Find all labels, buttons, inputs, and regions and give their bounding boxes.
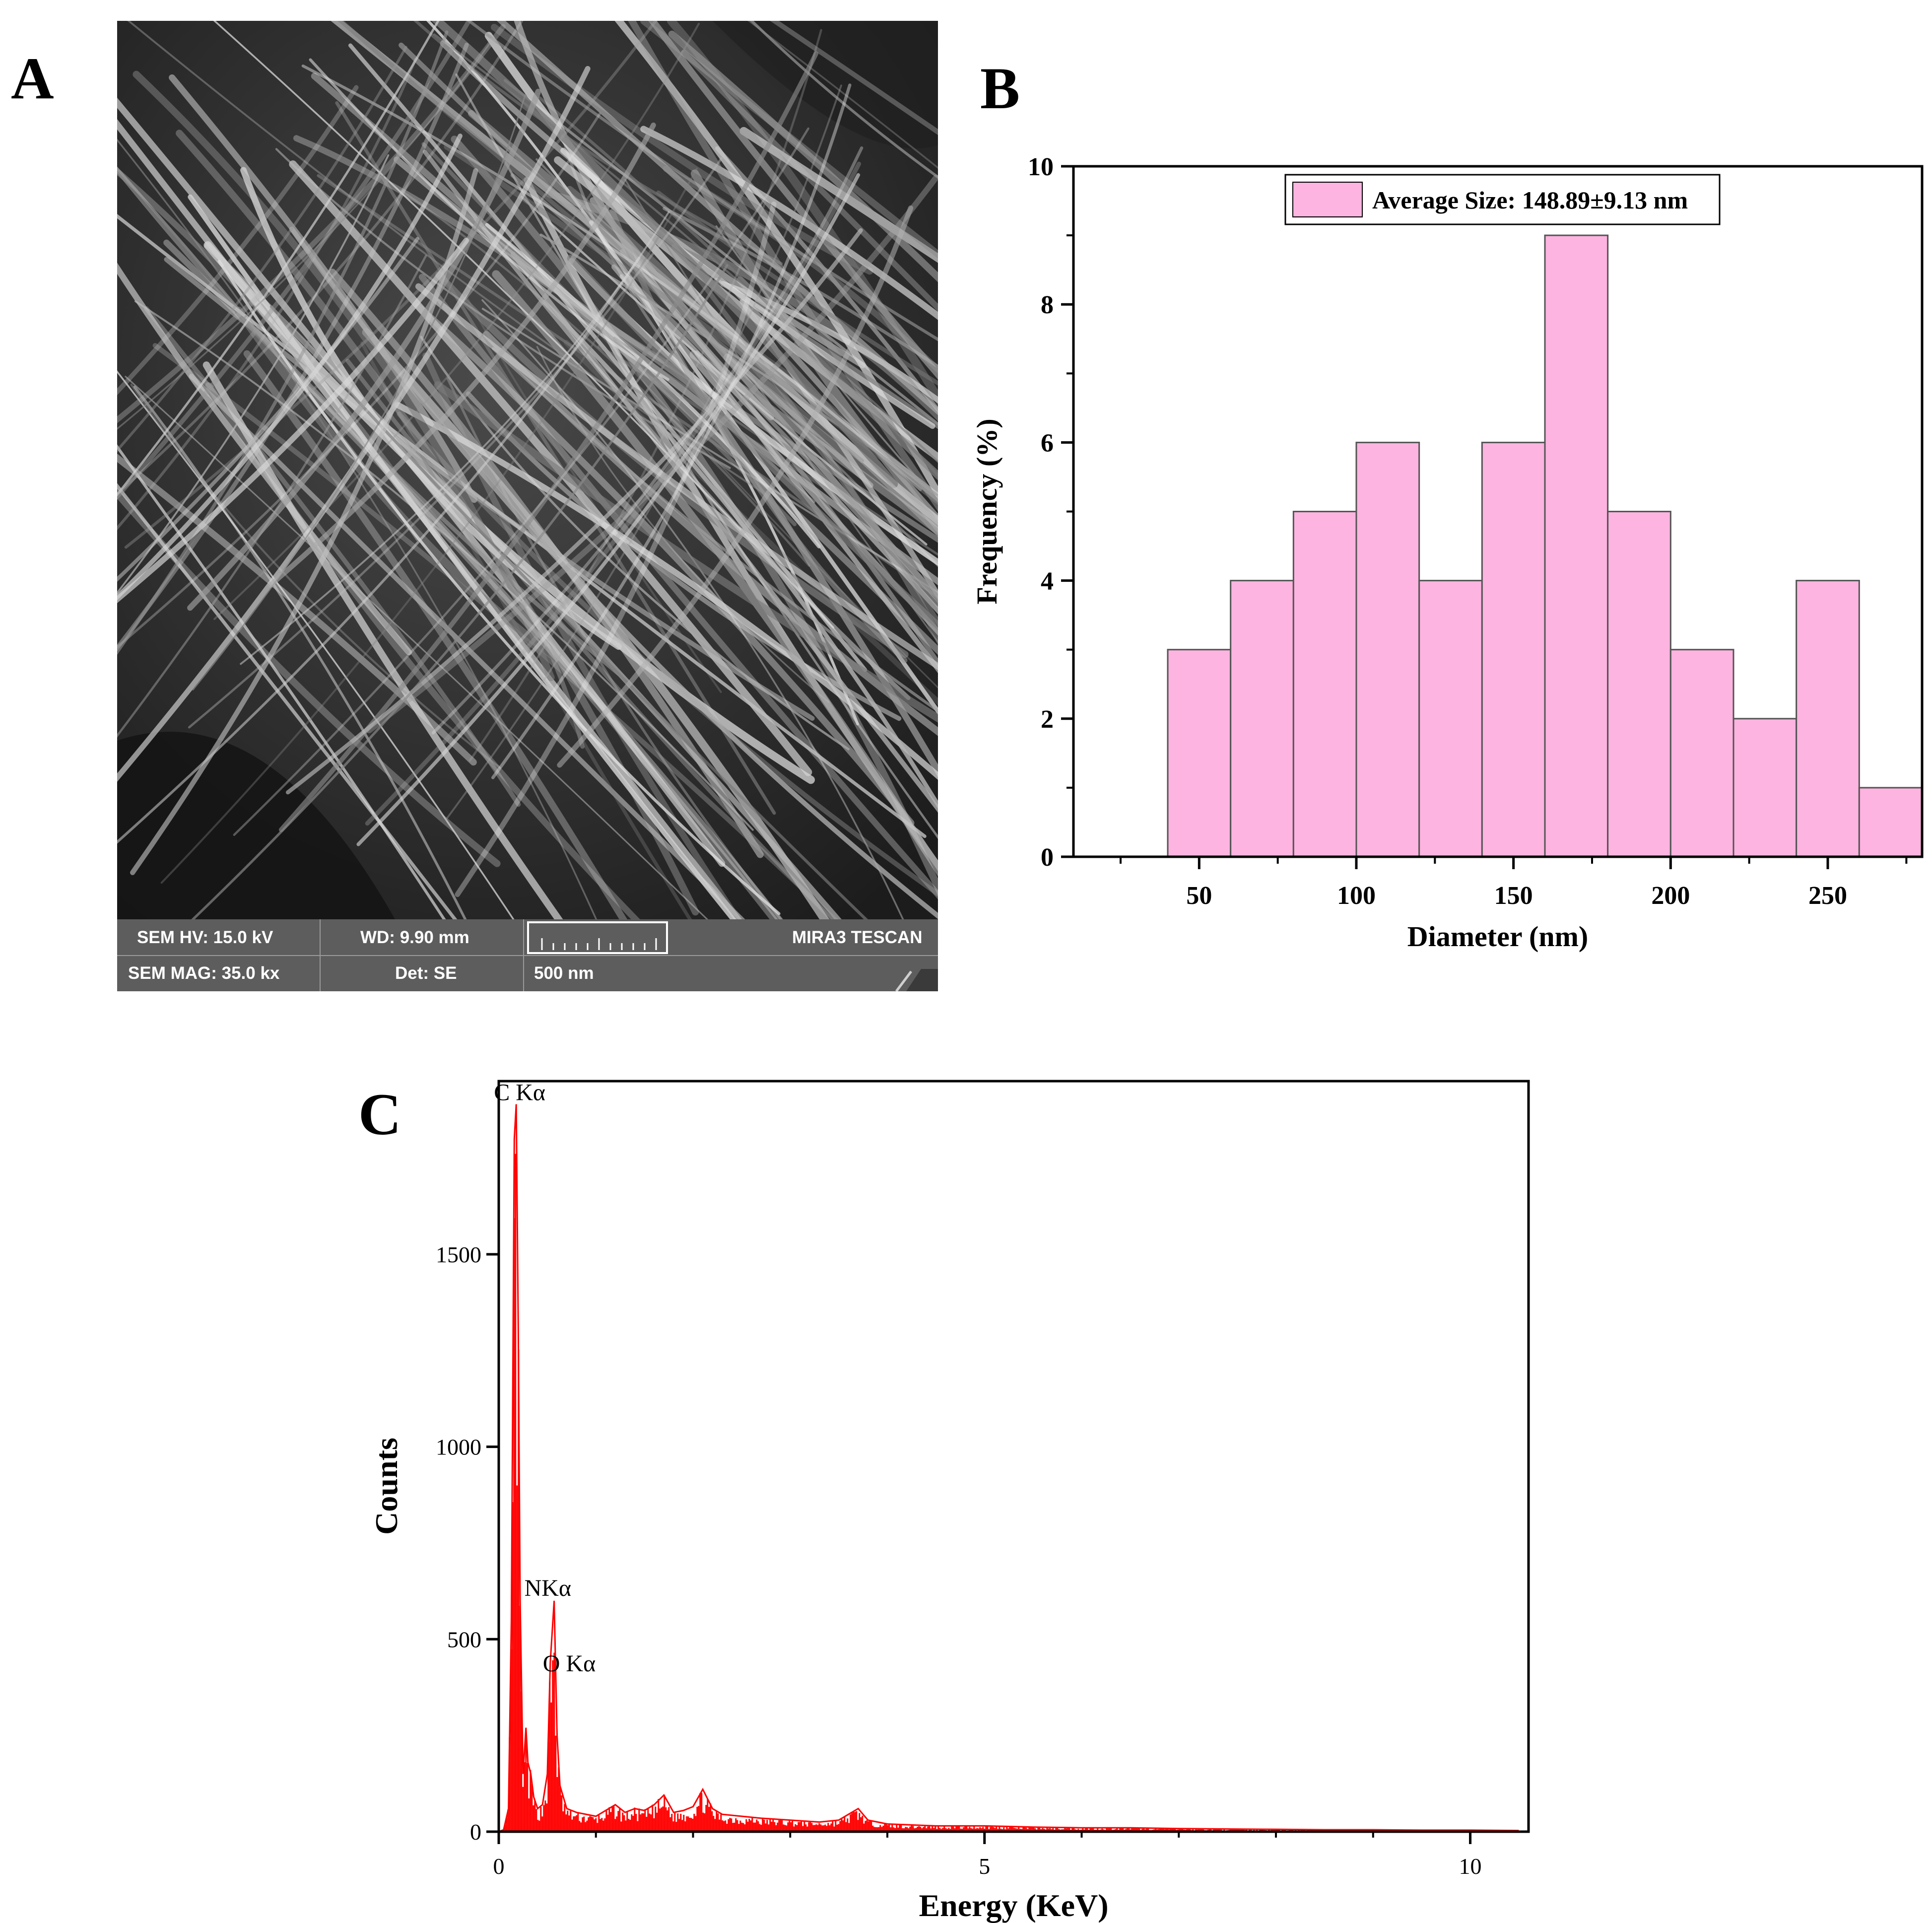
sem-brand-label: MIRA3 TESCAN bbox=[792, 928, 923, 947]
sem-det-label: Det: SE bbox=[395, 963, 457, 983]
histogram-y-tick-label: 8 bbox=[1041, 291, 1054, 319]
histogram-bar-11 bbox=[1858, 787, 1923, 858]
panel-letter-b: B bbox=[980, 55, 1020, 121]
histogram-bar-5 bbox=[1481, 441, 1546, 858]
sem-scale-label: 500 nm bbox=[534, 963, 594, 983]
tescan-logo-icon bbox=[895, 969, 938, 991]
histogram-bar-0 bbox=[1167, 649, 1232, 858]
scale-bar-icon bbox=[527, 921, 668, 954]
histogram-x-tick-label: 100 bbox=[1337, 882, 1376, 910]
histogram-x-tick-label: 150 bbox=[1494, 882, 1533, 910]
histogram-y-tick-label: 4 bbox=[1041, 567, 1054, 596]
histogram-bar-8 bbox=[1669, 649, 1734, 858]
panel-letter-a: A bbox=[11, 45, 54, 111]
histogram-bar-6 bbox=[1544, 234, 1609, 858]
legend-swatch bbox=[1292, 182, 1363, 217]
histogram-x-tick-label: 250 bbox=[1808, 882, 1847, 910]
histogram-y-axis-label: Frequency (%) bbox=[971, 418, 1003, 604]
histogram-y-tick-label: 0 bbox=[1041, 843, 1054, 872]
histogram-bar-4 bbox=[1418, 580, 1483, 858]
panel-letter-c: C bbox=[358, 1081, 401, 1147]
histogram-bar-7 bbox=[1607, 511, 1671, 858]
histogram-legend: Average Size: 148.89±9.13 nm bbox=[1284, 174, 1721, 225]
sem-fiber-image bbox=[117, 21, 938, 919]
histogram-bar-9 bbox=[1732, 718, 1798, 858]
sem-hv-label: SEM HV: 15.0 kV bbox=[137, 928, 273, 947]
legend-label: Average Size: 148.89±9.13 nm bbox=[1372, 186, 1688, 214]
histogram-bar-1 bbox=[1230, 580, 1294, 858]
sem-micrograph: SEM HV: 15.0 kV WD: 9.90 mm MIRA3 TESCAN… bbox=[117, 21, 938, 991]
histogram-y-tick-label: 10 bbox=[1028, 153, 1054, 181]
histogram-bar-2 bbox=[1292, 511, 1357, 858]
sem-info-bar: SEM HV: 15.0 kV WD: 9.90 mm MIRA3 TESCAN… bbox=[117, 919, 938, 991]
histogram-x-tick-label: 50 bbox=[1186, 882, 1212, 910]
histogram-x-axis-label: Diameter (nm) bbox=[1407, 920, 1589, 953]
histogram-x-tick-label: 200 bbox=[1651, 882, 1690, 910]
histogram-y-tick-label: 6 bbox=[1041, 429, 1054, 457]
histogram-bar-3 bbox=[1355, 441, 1420, 858]
sem-wd-label: WD: 9.90 mm bbox=[360, 928, 469, 947]
histogram-bar-10 bbox=[1796, 580, 1860, 858]
sem-mag-label: SEM MAG: 35.0 kx bbox=[128, 963, 280, 983]
histogram-y-tick-label: 2 bbox=[1041, 705, 1054, 734]
